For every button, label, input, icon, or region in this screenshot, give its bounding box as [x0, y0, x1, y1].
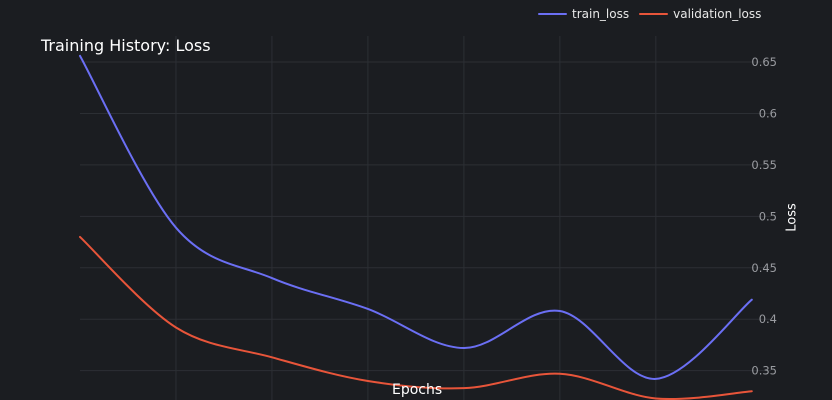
- legend-item-validation-loss[interactable]: validation_loss: [639, 7, 761, 21]
- series-lines: [79, 54, 753, 400]
- y-tick-label-0.4: 0.4: [759, 312, 777, 326]
- y-tick-label-0.6: 0.6: [759, 106, 777, 120]
- legend: train_loss validation_loss: [538, 7, 761, 21]
- y-tick-labels: 0.35 0.4 0.45 0.5 0.55 0.6 0.65: [751, 55, 777, 378]
- y-tick-label-0.35: 0.35: [751, 364, 777, 378]
- x-axis-label: Epochs: [392, 382, 443, 398]
- y-tick-label-0.55: 0.55: [751, 158, 777, 172]
- legend-label-validation-loss: validation_loss: [673, 7, 762, 21]
- legend-item-train-loss[interactable]: train_loss: [538, 7, 629, 21]
- legend-label-train-loss: train_loss: [572, 7, 630, 21]
- series-line-train-loss: [79, 54, 753, 380]
- y-gridlines: [80, 61, 771, 372]
- y-tick-label-0.65: 0.65: [751, 55, 777, 69]
- x-gridlines: [175, 36, 657, 400]
- legend-swatch-train-loss: [538, 13, 567, 15]
- series-line-validation-loss: [79, 235, 753, 400]
- legend-swatch-validation-loss: [639, 13, 669, 15]
- y-tick-label-0.5: 0.5: [759, 209, 777, 223]
- y-axis-label: Loss: [784, 203, 800, 232]
- y-tick-label-0.45: 0.45: [751, 261, 777, 275]
- chart-title: Training History: Loss: [41, 36, 211, 55]
